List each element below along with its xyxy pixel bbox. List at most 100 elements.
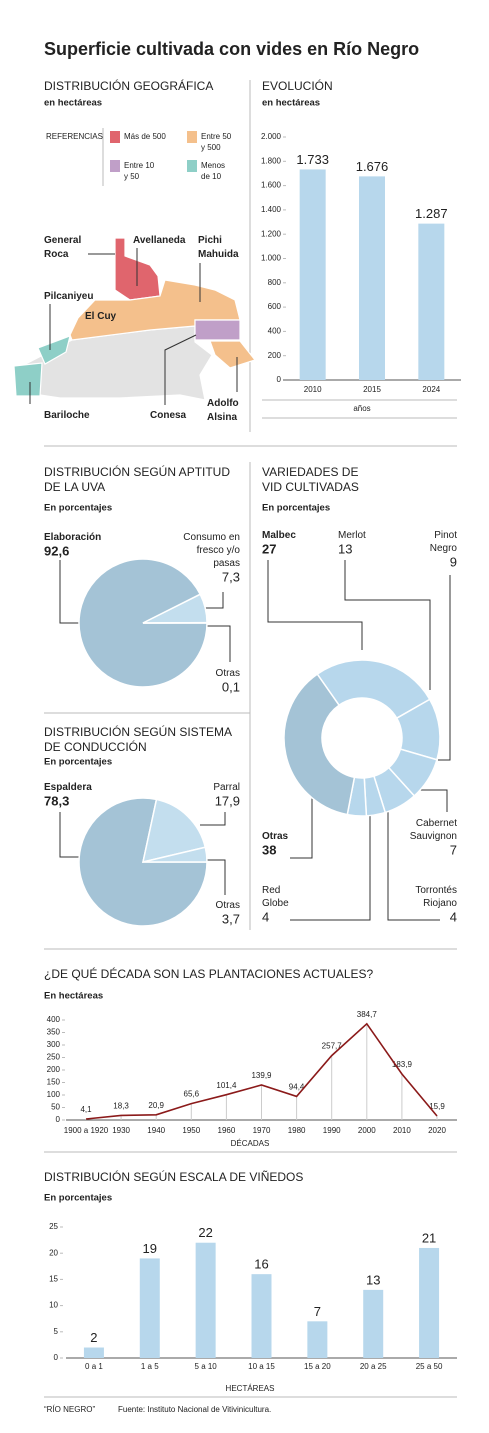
bar xyxy=(139,1258,160,1358)
value-label: 94,4 xyxy=(289,1083,305,1092)
x-tick-label: 1900 a 1920 xyxy=(64,1126,109,1135)
chart-subtitle: En porcentajes xyxy=(44,1193,112,1204)
place-label: El Cuy xyxy=(85,311,117,322)
x-tick-label: 2015 xyxy=(363,385,381,394)
value-label: 15,9 xyxy=(429,1102,445,1111)
text-line: ¿DE QUÉ DÉCADA SON LAS PLANTACIONES ACTU… xyxy=(44,966,374,981)
place-label: Avellaneda xyxy=(133,235,186,246)
footer-source: Fuente: Instituto Nacional de Vitivinicu… xyxy=(118,1405,271,1414)
text-line: Menos xyxy=(201,161,225,170)
text-line: Otras xyxy=(216,668,240,679)
text-line: Consumo en xyxy=(183,532,240,543)
value-label: 19 xyxy=(143,1241,157,1256)
value-label: 13 xyxy=(338,541,352,556)
value-label: 3,7 xyxy=(222,911,240,926)
y-tick-label: 200 xyxy=(47,1065,61,1074)
value-label: 92,6 xyxy=(44,543,69,558)
legend-label: Entre 50 y 500 xyxy=(201,132,232,152)
bar xyxy=(359,176,385,380)
text-line: Bariloche xyxy=(44,410,90,421)
place-label: General Roca xyxy=(44,235,81,260)
footer-note: “RÍO NEGRO” xyxy=(44,1405,95,1414)
y-tick-label: 10 xyxy=(49,1301,58,1310)
x-tick-label: 1970 xyxy=(253,1126,271,1135)
y-tick-label: 350 xyxy=(47,1028,61,1037)
page-title: Superficie cultivada con vides en Río Ne… xyxy=(44,39,419,59)
y-tick-label: 200 xyxy=(268,351,282,360)
slice-label: Espaldera xyxy=(44,782,92,793)
x-axis-label: HECTÁREAS xyxy=(226,1384,275,1393)
slice-label: Otras xyxy=(216,668,240,679)
legend-label: Entre 10 y 50 xyxy=(124,161,155,181)
chart-subtitle: En porcentajes xyxy=(44,757,112,768)
text-line: Alsina xyxy=(207,412,237,423)
x-tick-label: 1 a 5 xyxy=(141,1362,159,1371)
value-label: 2 xyxy=(90,1330,97,1345)
value-label: 7 xyxy=(314,1304,321,1319)
chart-title: ¿DE QUÉ DÉCADA SON LAS PLANTACIONES ACTU… xyxy=(44,966,374,981)
bar xyxy=(363,1289,384,1358)
y-tick-label: 15 xyxy=(49,1275,58,1284)
text-line: Avellaneda xyxy=(133,235,186,246)
x-tick-label: 1930 xyxy=(112,1126,130,1135)
text-line: Pinot xyxy=(434,530,457,541)
text-line: Riojano xyxy=(423,898,457,909)
legend-swatch xyxy=(187,160,197,172)
value-label: 7,3 xyxy=(222,569,240,584)
value-label: 13 xyxy=(366,1272,380,1287)
value-label: 9 xyxy=(450,554,457,569)
place-label: Conesa xyxy=(150,410,187,421)
slice xyxy=(316,659,431,720)
y-tick-label: 5 xyxy=(54,1327,59,1336)
text-line: DISTRIBUCIÓN SEGÚN SISTEMA xyxy=(44,724,232,739)
text-line: Torrontés xyxy=(415,885,457,896)
place-label: Bariloche xyxy=(44,410,90,421)
x-tick-label: 1960 xyxy=(218,1126,236,1135)
value-label: 27 xyxy=(262,541,276,556)
bar xyxy=(195,1242,216,1358)
value-label: 7 xyxy=(450,842,457,857)
text-line: Sauvignon xyxy=(410,831,457,842)
chart-title: VARIEDADES DE VID CULTIVADAS xyxy=(262,465,359,494)
value-label: 139,9 xyxy=(251,1071,272,1080)
y-tick-label: 0 xyxy=(277,375,282,384)
value-label: 65,6 xyxy=(184,1090,200,1099)
place-label: Adolfo Alsina xyxy=(207,398,239,423)
text-line: DE CONDUCCIÓN xyxy=(44,739,147,754)
y-tick-label: 25 xyxy=(49,1222,58,1231)
map-subtitle: en hectáreas xyxy=(44,98,102,109)
slice xyxy=(283,673,356,816)
x-tick-label: 1990 xyxy=(323,1126,341,1135)
legend-swatch xyxy=(110,160,120,172)
value-label: 1.287 xyxy=(415,206,448,221)
legend-title: REFERENCIAS xyxy=(46,132,103,141)
x-tick-label: 2020 xyxy=(428,1126,446,1135)
slice-label: Elaboración xyxy=(44,532,101,543)
text-line: Entre 50 xyxy=(201,132,232,141)
text-line: DISTRIBUCIÓN SEGÚN APTITUD xyxy=(44,464,230,479)
value-label: 4,1 xyxy=(80,1105,92,1114)
text-line: EVOLUCIÓN xyxy=(262,78,333,93)
chart-title: DISTRIBUCIÓN SEGÚN SISTEMA DE CONDUCCIÓN xyxy=(44,724,232,754)
text-line: y 500 xyxy=(201,143,221,152)
y-tick-label: 800 xyxy=(268,278,282,287)
text-line: Adolfo xyxy=(207,398,239,409)
text-line: General xyxy=(44,235,81,246)
text-line: de 10 xyxy=(201,172,222,181)
text-line: Elaboración xyxy=(44,532,101,543)
value-label: 4 xyxy=(450,909,457,924)
bar xyxy=(299,169,326,380)
slice-label: Red Globe xyxy=(262,885,289,909)
text-line: Otras xyxy=(216,900,240,911)
text-line: Espaldera xyxy=(44,782,92,793)
region xyxy=(13,362,43,397)
slice-label: Parral xyxy=(213,782,240,793)
slice xyxy=(142,846,208,863)
x-tick-label: 5 a 10 xyxy=(195,1362,218,1371)
map-title: DISTRIBUCIÓN GEOGRÁFICA xyxy=(44,78,213,93)
value-label: 101,4 xyxy=(216,1081,237,1090)
y-tick-label: 600 xyxy=(268,302,282,311)
text-line: VID CULTIVADAS xyxy=(262,480,359,494)
legend-swatch xyxy=(110,131,120,143)
slice-label: Pinot Negro xyxy=(430,530,458,554)
